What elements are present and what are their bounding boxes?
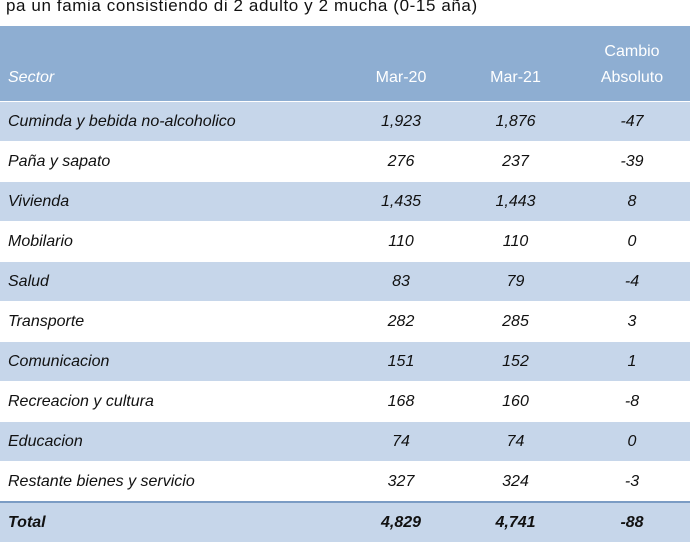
- cell-sector: Transporte: [0, 301, 345, 342]
- header-absolute: Absoluto: [574, 63, 690, 93]
- cell-sector: Mobilario: [0, 221, 345, 262]
- header-row: Sector Mar-20 Mar-21 Absoluto: [0, 63, 690, 93]
- header-blank: [0, 26, 345, 63]
- cell-mar20: 276: [345, 141, 457, 182]
- cell-sector: Educacion: [0, 421, 345, 462]
- cell-change: -8: [574, 381, 690, 422]
- header-blank: [457, 26, 574, 63]
- table-row: Cuminda y bebida no-alcoholico 1,923 1,8…: [0, 101, 690, 142]
- cell-sector: Comunicacion: [0, 341, 345, 382]
- table-row: Salud 83 79 -4: [0, 261, 690, 302]
- cell-mar21: 74: [457, 421, 574, 462]
- table-row: Comunicacion 151 152 1: [0, 341, 690, 382]
- total-mar21: 4,741: [457, 501, 574, 542]
- table-caption: pa un famia consistiendo di 2 adulto y 2…: [0, 0, 690, 26]
- cell-sector: Cuminda y bebida no-alcoholico: [0, 101, 345, 142]
- total-row: Total 4,829 4,741 -88: [0, 501, 690, 542]
- total-change: -88: [574, 501, 690, 542]
- table-row: Mobilario 110 110 0: [0, 221, 690, 262]
- cell-change: -4: [574, 261, 690, 302]
- cell-mar20: 151: [345, 341, 457, 382]
- cell-sector: Paña y sapato: [0, 141, 345, 182]
- cell-change: -3: [574, 461, 690, 502]
- table-row: Vivienda 1,435 1,443 8: [0, 181, 690, 222]
- cell-mar20: 168: [345, 381, 457, 422]
- header-mar21: Mar-21: [457, 63, 574, 93]
- cell-sector: Salud: [0, 261, 345, 302]
- cell-sector: Recreacion y cultura: [0, 381, 345, 422]
- table-row: Restante bienes y servicio 327 324 -3: [0, 461, 690, 502]
- cell-change: -47: [574, 101, 690, 142]
- cell-mar21: 152: [457, 341, 574, 382]
- cell-change: 8: [574, 181, 690, 222]
- caption-text: pa un famia consistiendo di 2 adulto y 2…: [6, 0, 478, 15]
- table-row: Paña y sapato 276 237 -39: [0, 141, 690, 182]
- cell-sector: Restante bienes y servicio: [0, 461, 345, 502]
- cell-mar20: 1,923: [345, 101, 457, 142]
- cell-mar20: 282: [345, 301, 457, 342]
- table-row: Educacion 74 74 0: [0, 421, 690, 462]
- cell-mar21: 285: [457, 301, 574, 342]
- header-sector: Sector: [0, 63, 345, 93]
- table-row: Recreacion y cultura 168 160 -8: [0, 381, 690, 422]
- cell-mar20: 83: [345, 261, 457, 302]
- header-row-top: Cambio: [0, 26, 690, 63]
- cell-sector: Vivienda: [0, 181, 345, 222]
- total-label: Total: [0, 501, 345, 542]
- cell-change: 0: [574, 421, 690, 462]
- header-spacer: [0, 93, 690, 102]
- cell-mar21: 237: [457, 141, 574, 182]
- cell-mar21: 160: [457, 381, 574, 422]
- header-blank: [345, 26, 457, 63]
- header-mar20: Mar-20: [345, 63, 457, 93]
- cell-mar21: 324: [457, 461, 574, 502]
- cell-mar21: 110: [457, 221, 574, 262]
- cell-mar20: 74: [345, 421, 457, 462]
- cell-mar21: 79: [457, 261, 574, 302]
- cell-mar20: 1,435: [345, 181, 457, 222]
- cell-change: 1: [574, 341, 690, 382]
- cell-mar20: 110: [345, 221, 457, 262]
- cell-mar20: 327: [345, 461, 457, 502]
- expenditure-table: Cambio Sector Mar-20 Mar-21 Absoluto Cum…: [0, 26, 690, 542]
- cell-change: -39: [574, 141, 690, 182]
- cell-mar21: 1,876: [457, 101, 574, 142]
- cell-change: 0: [574, 221, 690, 262]
- header-change-top: Cambio: [574, 26, 690, 63]
- cell-change: 3: [574, 301, 690, 342]
- cell-mar21: 1,443: [457, 181, 574, 222]
- table-row: Transporte 282 285 3: [0, 301, 690, 342]
- total-mar20: 4,829: [345, 501, 457, 542]
